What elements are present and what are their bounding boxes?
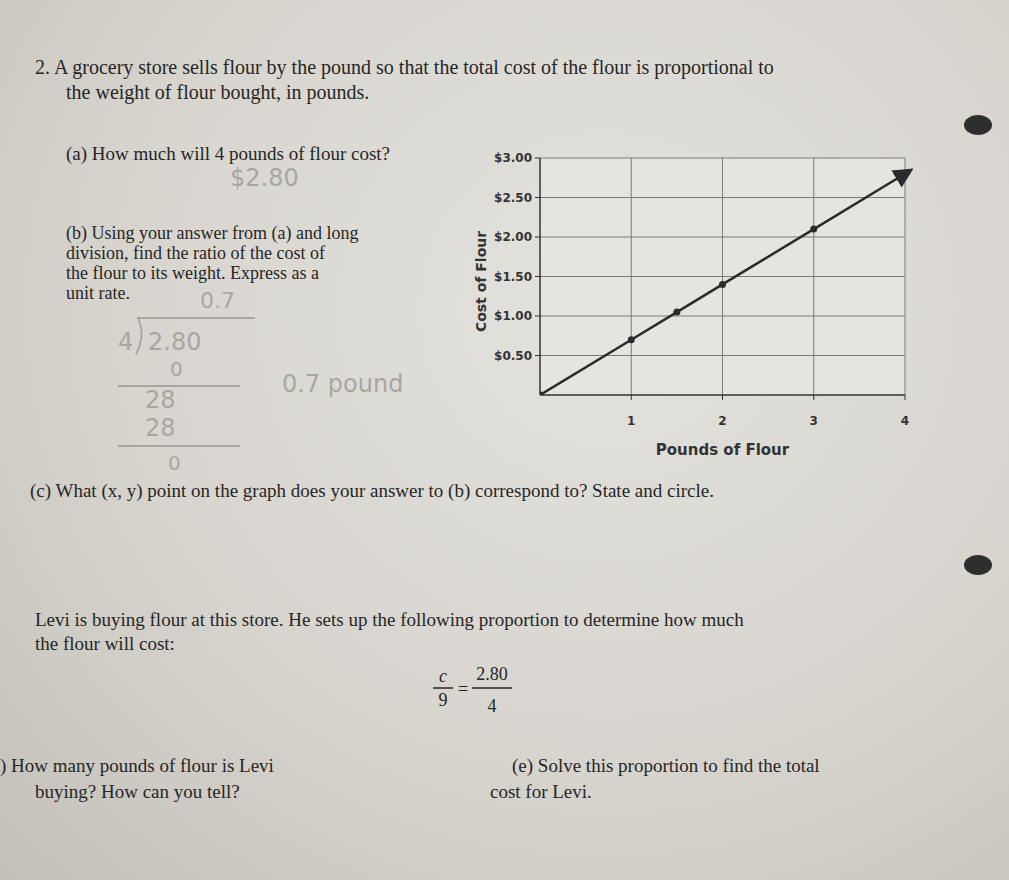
punch-hole bbox=[964, 555, 992, 575]
tick-label: 4 bbox=[901, 414, 909, 428]
question-d: ) How many pounds of flour is Levi bbox=[0, 755, 274, 777]
handwritten-work: 28 bbox=[145, 386, 176, 414]
question-b: unit rate. bbox=[66, 283, 130, 303]
x-axis bbox=[540, 394, 905, 396]
plot-area bbox=[540, 158, 905, 395]
tick-label: $1.50 bbox=[494, 270, 532, 284]
question-a: (a) How much will 4 pounds of flour cost… bbox=[66, 143, 390, 165]
y-axis bbox=[539, 158, 541, 395]
handwritten-work: 4 bbox=[118, 328, 133, 356]
problem-text: 2. A grocery store sells flour by the po… bbox=[35, 56, 774, 79]
work-line bbox=[118, 445, 240, 447]
grid-line bbox=[631, 158, 632, 395]
question-b: division, find the ratio of the cost of bbox=[66, 243, 325, 263]
fraction-bar bbox=[472, 687, 512, 689]
tick-label: $2.00 bbox=[494, 230, 532, 244]
fraction-bar bbox=[433, 687, 453, 689]
question-b: the flour to its weight. Express as a bbox=[66, 263, 319, 283]
fraction-part: 9 bbox=[439, 690, 448, 710]
y-axis-label: Cost of Flour bbox=[473, 231, 489, 332]
punch-hole bbox=[964, 115, 992, 135]
work-line bbox=[118, 385, 240, 387]
problem-text: the flour will cost: bbox=[35, 633, 175, 654]
data-group bbox=[540, 170, 909, 395]
question-c: (c) What (x, y) point on the graph does … bbox=[30, 480, 714, 502]
x-axis-label: Pounds of Flour bbox=[656, 441, 790, 459]
tick-label: 2 bbox=[718, 414, 726, 428]
tick-label: $2.50 bbox=[494, 191, 532, 205]
tick-label: $1.00 bbox=[494, 309, 532, 323]
question-e: cost for Levi. bbox=[490, 781, 592, 802]
fraction-part: 2.80 bbox=[476, 664, 508, 684]
problem-text: Levi is buying flour at this store. He s… bbox=[35, 609, 744, 630]
handwritten-answer: 0.7 pound bbox=[282, 370, 403, 398]
handwritten-answer: $2.80 bbox=[230, 164, 299, 192]
data-point bbox=[540, 392, 544, 396]
grid-line bbox=[905, 158, 906, 395]
tick-label: 3 bbox=[810, 414, 818, 428]
data-point bbox=[628, 336, 635, 343]
page: 2. A grocery store sells flour by the po… bbox=[0, 0, 1009, 880]
handwritten-work: 28 bbox=[145, 414, 176, 442]
tick-label: $3.00 bbox=[494, 151, 532, 165]
problem-text: the weight of flour bought, in pounds. bbox=[66, 81, 369, 104]
question-b: (b) Using your answer from (a) and long bbox=[66, 223, 358, 244]
fraction-part: 4 bbox=[488, 696, 497, 716]
handwritten-work: 2.80 bbox=[148, 328, 201, 356]
grid-line bbox=[813, 158, 814, 395]
data-point bbox=[810, 226, 817, 233]
handwritten-work: 0.7 bbox=[200, 288, 235, 313]
tick-label: $0.50 bbox=[494, 349, 532, 363]
grid-line bbox=[722, 158, 723, 395]
question-d: buying? How can you tell? bbox=[35, 781, 240, 802]
data-point bbox=[902, 170, 909, 177]
handwritten-work: 0 bbox=[170, 357, 183, 381]
data-line bbox=[540, 174, 905, 395]
data-point bbox=[719, 281, 726, 288]
chart: $0.50 $1.00 $1.50 $2.00 $2.50 $3.00 1 2 3 4 Pounds… bbox=[473, 151, 909, 459]
data-point bbox=[673, 309, 680, 316]
fraction-part: c bbox=[439, 666, 447, 686]
tick-label: 1 bbox=[627, 414, 635, 428]
handwritten-work: 0 bbox=[168, 451, 181, 475]
fraction-part: = bbox=[458, 679, 468, 699]
question-e: (e) Solve this proportion to find the to… bbox=[512, 755, 820, 777]
